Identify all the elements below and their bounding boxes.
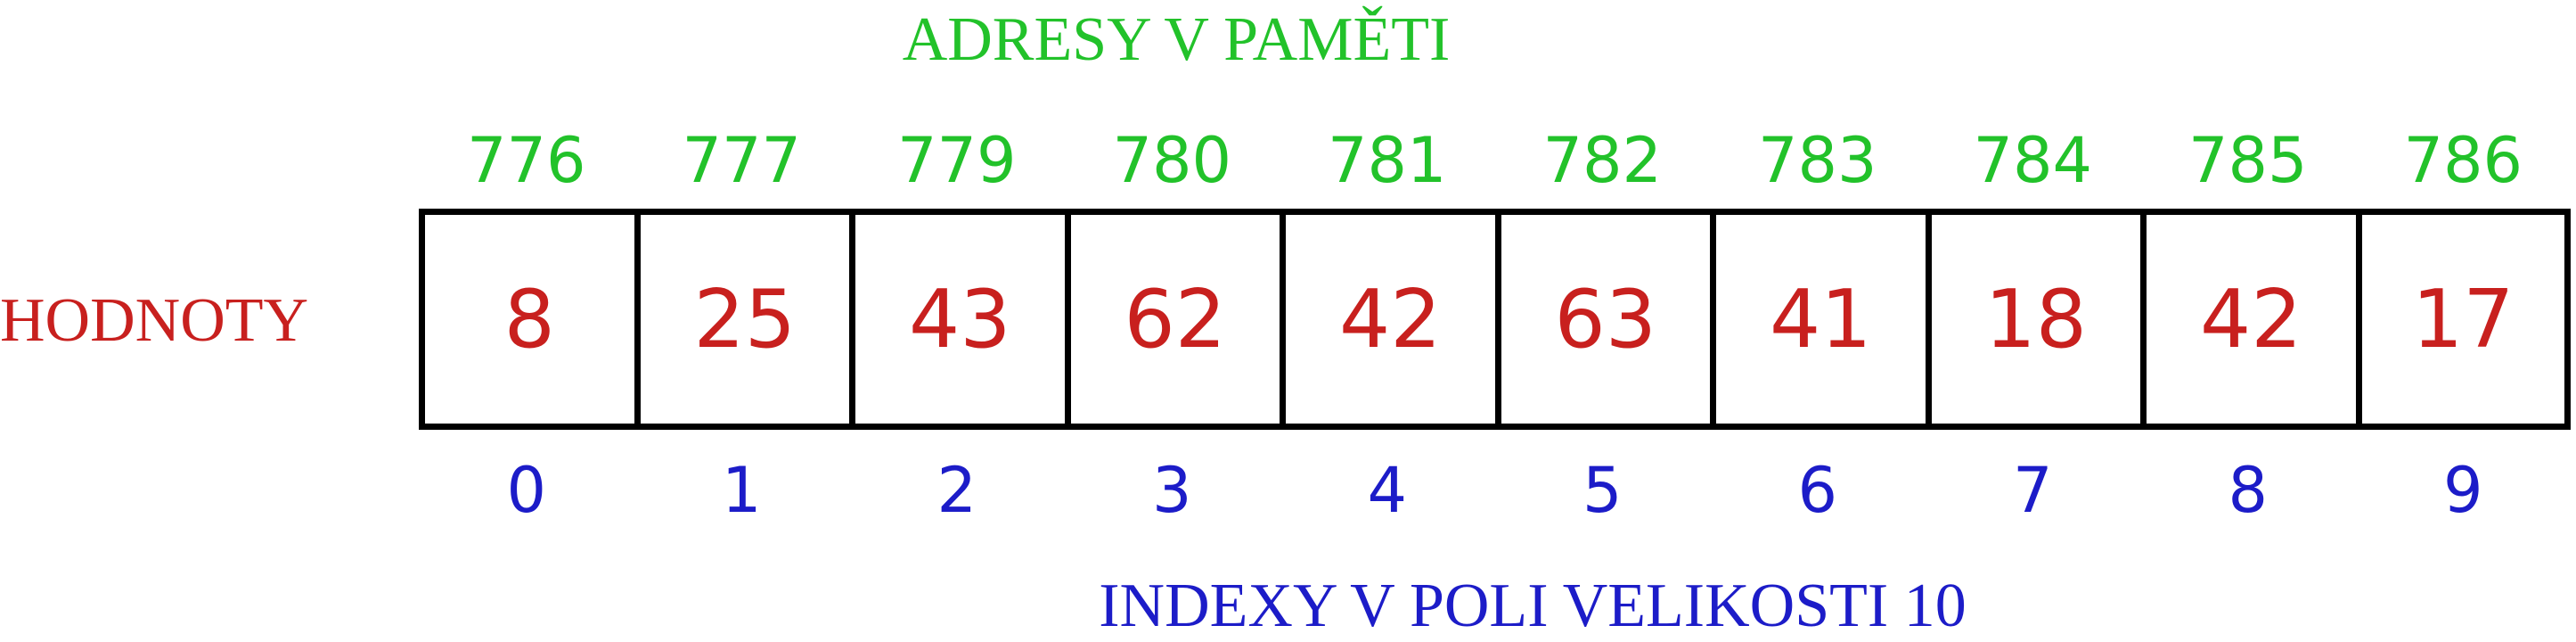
indices-title: INDEXY V POLI VELIKOSTI 10 [1099,572,1967,640]
index-1: 1 [721,454,762,527]
addresses-title: ADRESY V PAMĚTI [902,5,1451,74]
address-0: 776 [466,124,586,197]
index-3: 3 [1151,454,1192,527]
address-9: 786 [2403,124,2523,197]
address-2: 779 [896,124,1017,197]
index-2: 2 [936,454,977,527]
array-cell-3: 62 [1064,209,1280,430]
address-7: 784 [1973,124,2093,197]
address-3: 780 [1112,124,1232,197]
array-cell-5: 63 [1494,209,1710,430]
address-row: 776 777 779 780 781 782 783 784 785 786 [419,116,2571,205]
address-8: 785 [2188,124,2308,197]
array-cells: 8 25 43 62 42 63 41 18 42 17 [419,209,2571,430]
array-cell-2: 43 [849,209,1065,430]
array-cell-7: 18 [1925,209,2140,430]
index-9: 9 [2442,454,2483,527]
index-8: 8 [2228,454,2269,527]
array-cell-0: 8 [419,209,634,430]
address-1: 777 [682,124,802,197]
address-5: 782 [1542,124,1663,197]
index-5: 5 [1582,454,1623,527]
array-cell-4: 42 [1280,209,1495,430]
address-6: 783 [1757,124,1877,197]
index-6: 6 [1797,454,1838,527]
index-0: 0 [506,454,547,527]
address-4: 781 [1327,124,1447,197]
index-row: 0 1 2 3 4 5 6 7 8 9 [419,446,2571,535]
array-cell-8: 42 [2140,209,2356,430]
array-cell-1: 25 [634,209,849,430]
values-label: HODNOTY [0,286,309,355]
index-7: 7 [2012,454,2053,527]
array-cell-6: 41 [1710,209,1926,430]
array-cell-9: 17 [2355,209,2571,430]
index-4: 4 [1367,454,1408,527]
